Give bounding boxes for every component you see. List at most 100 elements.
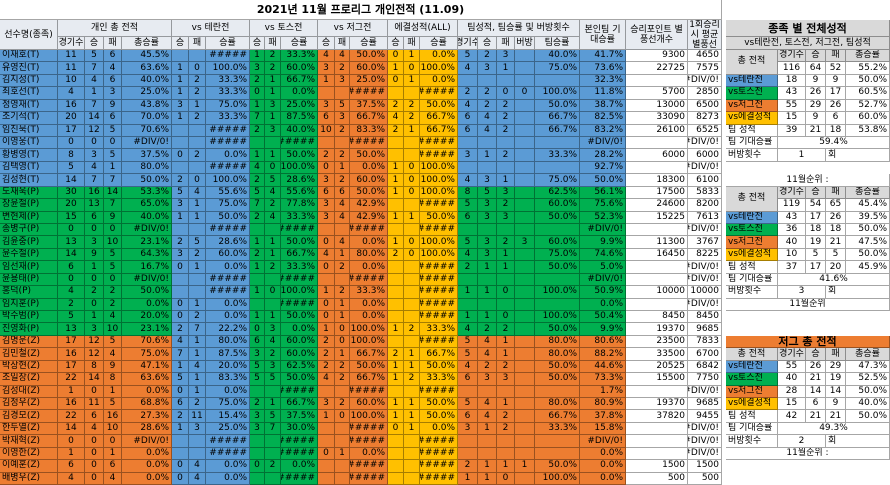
cell: 2 <box>318 335 335 349</box>
summary-subtitle: vs테란전, 토스전, 저그전, 팀성적 <box>726 37 890 50</box>
cell: 100.0% <box>420 236 458 249</box>
cell <box>515 435 535 448</box>
cell <box>478 435 497 448</box>
cell: 15 <box>58 211 85 224</box>
cell: 100.0% <box>420 62 458 75</box>
cell: 37.5% <box>122 149 172 162</box>
cell: 9685 <box>688 323 722 336</box>
cell: 20 <box>826 261 846 274</box>
cell: 2 <box>335 149 350 162</box>
cell: 2 <box>265 460 281 473</box>
cell: 2 <box>250 211 265 224</box>
cell: 0.0% <box>580 298 626 312</box>
row-label: vs에결성적 <box>726 248 778 262</box>
cell: 2 <box>335 398 350 411</box>
cell: ##### <box>420 385 458 399</box>
cell: 6 <box>85 211 104 224</box>
cell: 4 <box>478 348 497 361</box>
cell: 54 <box>806 199 826 212</box>
rank-label: 11월순위 : <box>726 447 890 461</box>
cell <box>189 286 206 299</box>
player-name: 조기석(T) <box>0 112 58 125</box>
cell: 100.0% <box>535 286 580 299</box>
cell: 100.0% <box>535 311 580 324</box>
cell: 49.3% <box>778 422 890 436</box>
cell: 4 <box>478 124 497 137</box>
cell: 9 <box>806 112 826 125</box>
cell: 21 <box>826 236 846 249</box>
cell: 30.0% <box>281 422 318 436</box>
cell: 3 <box>172 199 189 212</box>
cell <box>515 62 535 75</box>
cell <box>388 435 404 448</box>
cell: 64 <box>806 62 826 75</box>
cell: 20.0% <box>122 311 172 324</box>
cell: 6 <box>458 124 478 137</box>
row-label: vs저그전 <box>726 236 778 249</box>
cell <box>250 137 265 150</box>
cell: 2850 <box>688 87 722 100</box>
cell <box>478 273 497 287</box>
cell <box>404 460 420 473</box>
cell: 4 <box>458 323 478 336</box>
cell: 4 <box>335 211 350 224</box>
player-name: 임지훈(P) <box>0 298 58 312</box>
cell: 7575 <box>688 62 722 75</box>
cell: 4 <box>58 472 85 485</box>
cell <box>515 211 535 224</box>
cell: 10000 <box>688 286 722 299</box>
cell <box>318 87 335 100</box>
cell: 6 <box>104 460 122 473</box>
cell: 1 <box>458 286 478 299</box>
cell: 1 <box>265 74 281 88</box>
cell: 1 <box>497 348 515 361</box>
row-label: 팀 기대승률 <box>726 422 778 436</box>
cell: 2 <box>497 410 515 423</box>
cell: 1 <box>172 422 189 436</box>
header-cell: 경기수 <box>458 37 478 50</box>
cell: 5 <box>104 261 122 274</box>
cell: 28.6% <box>281 174 318 187</box>
cell: 65 <box>826 199 846 212</box>
cell: 75.0% <box>535 174 580 187</box>
cell: 100.0% <box>350 335 388 349</box>
cell: 5 <box>458 50 478 63</box>
cell: 66.7% <box>420 112 458 125</box>
cell: ##### <box>420 273 458 287</box>
cell: 10000 <box>626 286 688 299</box>
cell: 2 <box>497 124 515 137</box>
cell: 2 <box>189 311 206 324</box>
cell: 1 <box>778 149 826 162</box>
cell <box>172 124 189 137</box>
cell: 1 <box>189 99 206 113</box>
cell: 0 <box>265 286 281 299</box>
row-label: 팀 성적 <box>726 410 778 423</box>
cell: 3 <box>250 410 265 423</box>
cell: 8 <box>85 360 104 374</box>
cell: 20.0% <box>206 360 250 374</box>
cell: 3 <box>318 174 335 187</box>
cell: 43.8% <box>122 99 172 113</box>
cell: 0 <box>388 50 404 63</box>
cell <box>458 161 478 175</box>
cell: 26 <box>826 211 846 224</box>
cell: ##### <box>350 472 388 485</box>
cell: 50.0% <box>350 50 388 63</box>
cell: ##### <box>420 87 458 100</box>
cell: 1 <box>318 74 335 88</box>
cell: 4 <box>104 311 122 324</box>
cell: ##### <box>420 298 458 312</box>
cell <box>189 161 206 175</box>
cell: 5 <box>458 398 478 411</box>
cell <box>388 261 404 274</box>
cell: 2 <box>388 348 404 361</box>
cell: 3 <box>478 211 497 224</box>
cell: 40 <box>778 236 806 249</box>
cell: 50.0% <box>535 360 580 374</box>
cell: 15225 <box>626 211 688 224</box>
cell: 1 <box>172 87 189 100</box>
player-name: 배병우(Z) <box>0 472 58 485</box>
cell <box>189 137 206 150</box>
cell: 0.0% <box>281 460 318 473</box>
cell: 21 <box>806 124 826 137</box>
